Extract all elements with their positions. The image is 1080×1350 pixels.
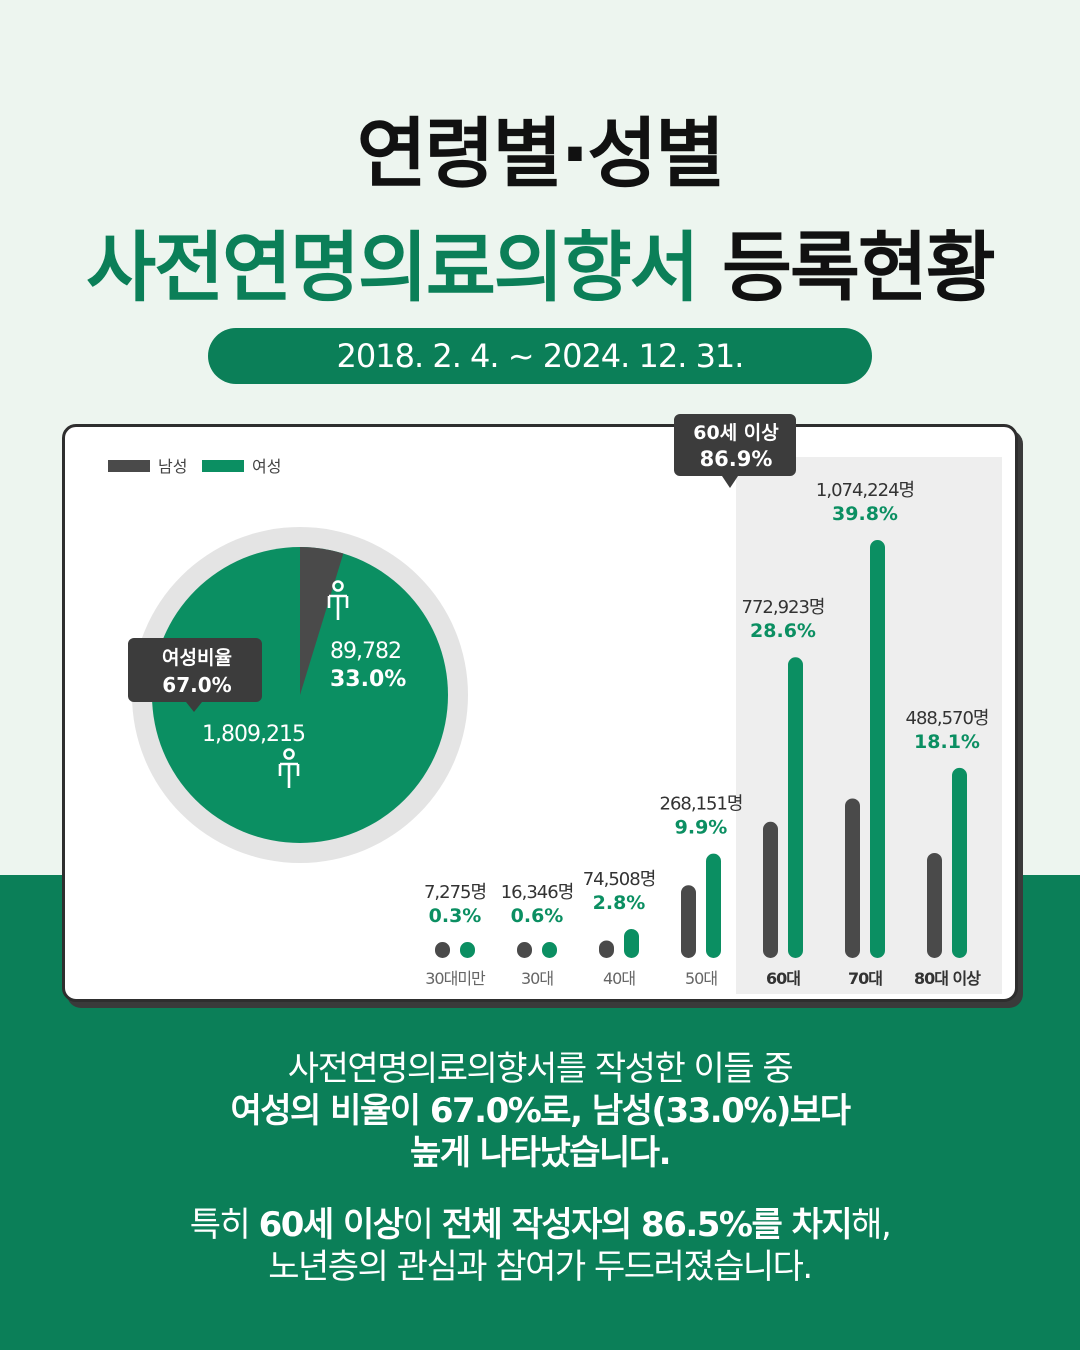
pie-slice-male bbox=[300, 547, 344, 695]
bar-count-label: 1,074,224명 bbox=[816, 480, 914, 501]
pie-callout-label: 여성비율 bbox=[162, 647, 232, 669]
bar-percent-label: 2.8% bbox=[593, 892, 646, 914]
x-tick-label: 30대미만 bbox=[425, 969, 486, 988]
date-range-pill: 2018. 2. 4. ~ 2024. 12. 31. bbox=[208, 328, 872, 384]
bar-female bbox=[460, 942, 475, 958]
pie-callout-value: 67.0% bbox=[162, 673, 231, 697]
female-person-icon bbox=[278, 748, 300, 788]
bar-percent-label: 28.6% bbox=[750, 620, 816, 642]
bar-male bbox=[435, 942, 450, 958]
pie-female-value: 1,809,215 bbox=[202, 722, 305, 747]
bar-male bbox=[599, 940, 614, 958]
bar-count-label: 16,346명 bbox=[501, 882, 574, 903]
x-tick-label: 40대 bbox=[603, 969, 635, 988]
bar-percent-label: 9.9% bbox=[675, 817, 728, 839]
description-paragraph-1: 사전연명의료의향서를 작성한 이들 중 여성의 비율이 67.0%로, 남성(3… bbox=[0, 1048, 1080, 1174]
bar-male bbox=[517, 942, 532, 958]
bar-female bbox=[706, 853, 721, 958]
bar-percent-label: 39.8% bbox=[832, 503, 898, 525]
title-line2: 사전연명의료의향서 등록현황 bbox=[0, 206, 1080, 316]
description-line: 여성의 비율이 67.0%로, 남성(33.0%)보다 bbox=[230, 1091, 852, 1131]
bar-count-label: 74,508명 bbox=[583, 869, 656, 890]
pie-male-value: 89,782 bbox=[330, 639, 401, 664]
bar-callout-value: 86.9% bbox=[700, 447, 773, 471]
x-tick-label: 60대 bbox=[766, 969, 800, 988]
bar-male bbox=[845, 798, 860, 958]
legend-female-label: 여성 bbox=[252, 457, 281, 476]
bar-callout-label: 60세 이상 bbox=[693, 422, 779, 444]
x-tick-label: 70대 bbox=[848, 969, 882, 988]
description-line: 사전연명의료의향서를 작성한 이들 중 bbox=[287, 1049, 794, 1089]
bar-male bbox=[681, 885, 696, 958]
x-tick-label: 50대 bbox=[685, 969, 717, 988]
bar-female bbox=[788, 657, 803, 958]
bar-female bbox=[542, 942, 557, 958]
title-line1: 연령별·성별 bbox=[356, 109, 725, 198]
legend-male-swatch bbox=[108, 460, 150, 472]
bar-percent-label: 18.1% bbox=[914, 731, 980, 753]
bar-percent-label: 0.3% bbox=[429, 905, 482, 927]
bar-female bbox=[952, 767, 967, 958]
legend-female-swatch bbox=[202, 460, 244, 472]
description-paragraph-2: 특히 60세 이상이 전체 작성자의 86.5%를 차지해, 노년층의 관심과 … bbox=[0, 1204, 1080, 1288]
description-line: 높게 나타났습니다. bbox=[410, 1133, 672, 1173]
legend-male-label: 남성 bbox=[158, 457, 187, 476]
bar-male bbox=[763, 821, 778, 958]
chart-canvas: 남성 여성 89,782 33.0% 1,809,215 여성비율 67.0% 7,275… bbox=[108, 414, 1002, 994]
bar-count-label: 772,923명 bbox=[742, 597, 825, 618]
title-highlight: 사전연명의료의향서 bbox=[86, 223, 699, 312]
bar-callout-box bbox=[674, 414, 796, 488]
title-rest: 등록현황 bbox=[722, 223, 996, 312]
description-line: 노년층의 관심과 참여가 두드러졌습니다. bbox=[268, 1247, 813, 1287]
bar-female bbox=[624, 929, 639, 958]
description-line: 특히 60세 이상이 전체 작성자의 86.5%를 차지해, bbox=[189, 1205, 892, 1245]
x-tick-label: 30대 bbox=[521, 969, 553, 988]
pie-male-percent: 33.0% bbox=[330, 667, 406, 692]
bar-percent-label: 0.6% bbox=[511, 905, 564, 927]
bar-female bbox=[870, 540, 885, 958]
x-tick-label: 80대 이상 bbox=[914, 969, 981, 988]
bar-count-label: 7,275명 bbox=[424, 882, 486, 903]
bar-count-label: 268,151명 bbox=[660, 794, 743, 815]
bar-count-label: 488,570명 bbox=[906, 708, 989, 729]
bar-male bbox=[927, 852, 942, 958]
pie-callout-box bbox=[128, 638, 262, 712]
male-person-icon bbox=[327, 580, 349, 620]
